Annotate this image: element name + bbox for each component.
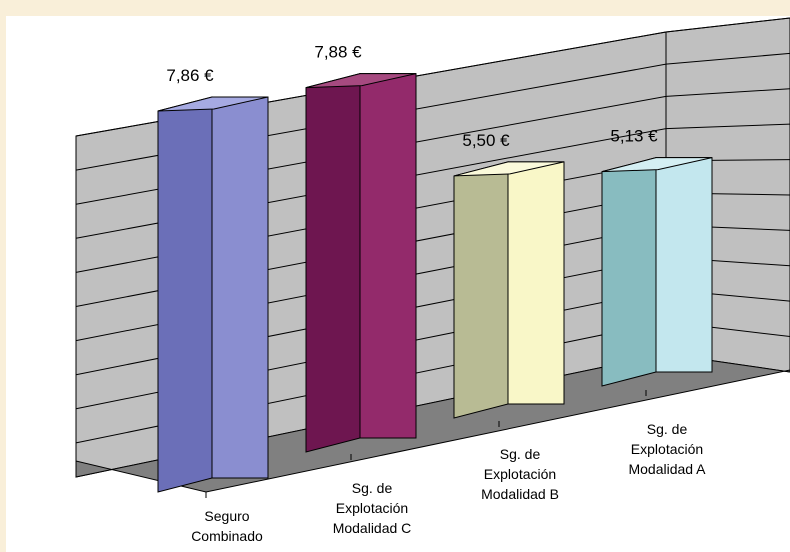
x-tick-label: Sg. de bbox=[352, 480, 393, 496]
bar-side bbox=[601, 157, 657, 387]
bar-top bbox=[305, 73, 417, 89]
gridline bbox=[75, 52, 790, 171]
gridline bbox=[75, 88, 790, 205]
bar-side bbox=[305, 72, 361, 453]
x-tick-label: Modalidad C bbox=[333, 520, 412, 536]
data-label: 5,50 € bbox=[462, 131, 510, 150]
bar-front bbox=[359, 73, 417, 439]
bar-top bbox=[453, 161, 565, 177]
bar-side bbox=[157, 96, 213, 493]
bar-top bbox=[601, 157, 713, 173]
bar-front bbox=[507, 161, 565, 405]
data-label: 7,88 € bbox=[314, 43, 362, 62]
bar-4 bbox=[601, 157, 713, 387]
bar-front bbox=[211, 96, 269, 479]
bar-top bbox=[157, 96, 269, 112]
bar-side bbox=[453, 161, 509, 419]
chart: 7,86 € 7,88 € 5,50 € 5,13 € Seguro Combinado S… bbox=[75, 17, 790, 544]
data-label: 7,86 € bbox=[166, 66, 214, 85]
gridline bbox=[75, 123, 790, 239]
x-tick-label: Modalidad A bbox=[628, 461, 706, 477]
bar-2 bbox=[305, 72, 417, 453]
x-tick-label: Seguro bbox=[204, 508, 249, 524]
bar-1 bbox=[157, 96, 269, 493]
x-tick-label: Modalidad B bbox=[481, 486, 559, 502]
chart-frame: 7,86 € 7,88 € 5,50 € 5,13 € Seguro Combinado S… bbox=[6, 16, 790, 552]
x-tick-label: Explotación bbox=[484, 466, 556, 482]
data-label: 5,13 € bbox=[610, 127, 658, 146]
x-tick-label: Sg. de bbox=[647, 421, 688, 437]
gridline bbox=[75, 17, 790, 137]
bar-3 bbox=[453, 161, 565, 419]
x-tick-label: Combinado bbox=[191, 528, 263, 544]
x-tick-label: Sg. de bbox=[500, 446, 541, 462]
x-tick-label: Explotación bbox=[336, 500, 408, 516]
bar-front bbox=[655, 157, 713, 373]
x-tick-label: Explotación bbox=[631, 441, 703, 457]
